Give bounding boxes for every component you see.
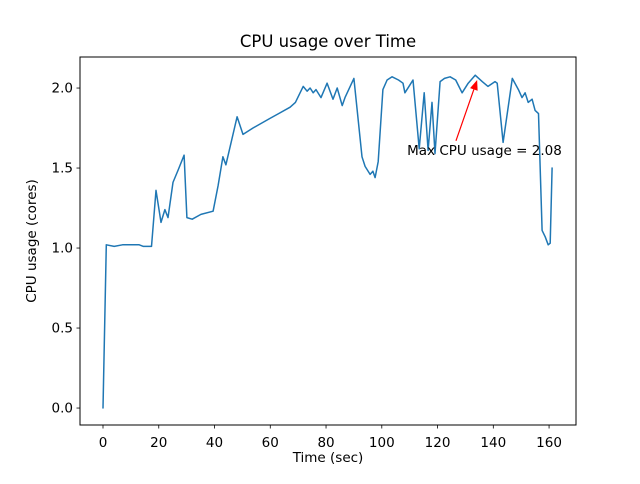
x-tick-label: 120 (425, 435, 451, 451)
x-tick-label: 0 (99, 435, 108, 451)
y-tick-label: 0.0 (52, 401, 73, 417)
x-tick-label: 140 (480, 435, 506, 451)
y-tick-label: 1.0 (52, 241, 73, 257)
max-annotation-label: Max CPU usage = 2.08 (407, 143, 562, 159)
cpu-usage-line (102, 74, 553, 409)
x-tick-label: 160 (536, 435, 562, 451)
y-tick-label: 2.0 (52, 81, 73, 97)
max-annotation-arrowhead (470, 80, 478, 91)
x-tick-label: 60 (262, 435, 279, 451)
y-axis-label: CPU usage (cores) (24, 179, 40, 303)
y-tick-label: 0.5 (52, 321, 73, 337)
x-axis-label: Time (sec) (292, 450, 364, 466)
y-tick-label: 1.5 (52, 161, 73, 177)
x-tick-label: 100 (369, 435, 395, 451)
x-tick-label: 80 (317, 435, 334, 451)
x-axis-ticks: 0 20 40 60 80 100 120 140 160 (99, 425, 562, 451)
x-tick-label: 20 (150, 435, 167, 451)
y-axis-ticks: 0.0 0.5 1.0 1.5 2.0 (52, 81, 80, 417)
axes-frame (79, 56, 577, 426)
max-annotation-arrow (455, 89, 475, 142)
x-tick-label: 40 (206, 435, 223, 451)
chart-title: CPU usage over Time (240, 32, 416, 51)
